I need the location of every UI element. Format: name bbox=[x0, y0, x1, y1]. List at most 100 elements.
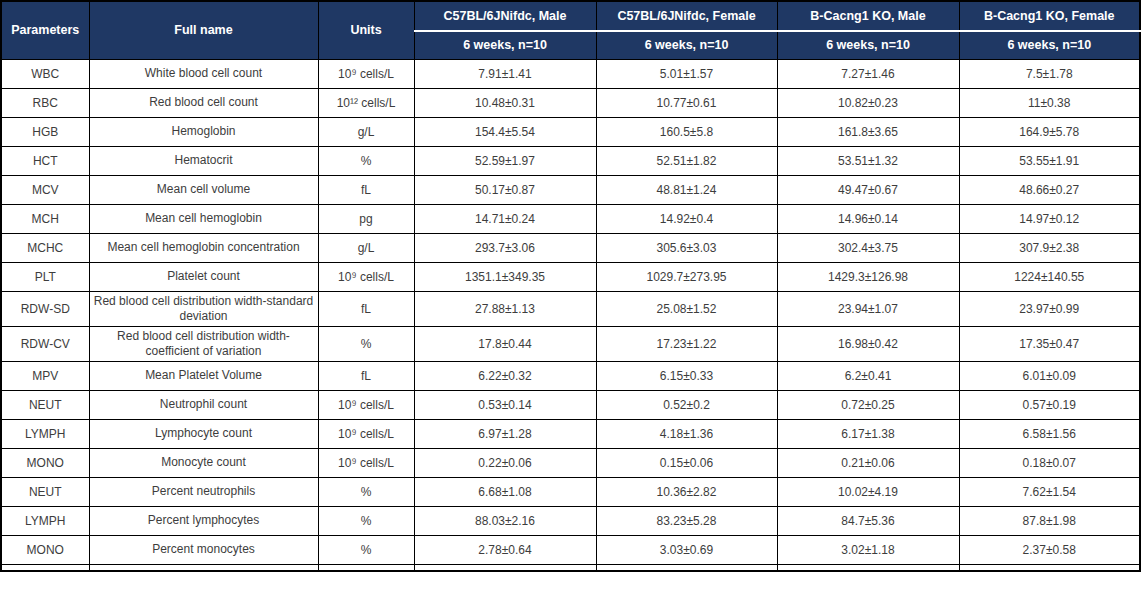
units-cell: g/L bbox=[318, 117, 414, 146]
full-name-cell: Hemoglobin bbox=[89, 117, 318, 146]
col-group-cacng1-male-title: B-Cacng1 KO, Male bbox=[777, 1, 959, 31]
value-cell: 17.23±1.22 bbox=[596, 326, 777, 361]
col-group-cacng1-male-subtitle: 6 weeks, n=10 bbox=[777, 31, 959, 59]
value-cell: 27.88±1.13 bbox=[414, 291, 596, 326]
full-name-cell: Percent monocytes bbox=[89, 535, 318, 564]
value-cell: 293.7±3.06 bbox=[414, 233, 596, 262]
units-cell: 10⁹ cells/L bbox=[318, 448, 414, 477]
units-cell: 10⁹ cells/L bbox=[318, 59, 414, 88]
value-cell: 6.22±0.32 bbox=[414, 361, 596, 390]
col-header-full-name: Full name bbox=[89, 1, 318, 59]
full-name-cell: Mean Platelet Volume bbox=[89, 361, 318, 390]
param-cell: MCHC bbox=[1, 233, 89, 262]
value-cell: 23.97±0.99 bbox=[959, 291, 1140, 326]
param-cell: RBC bbox=[1, 88, 89, 117]
value-cell: 0.53±0.14 bbox=[414, 390, 596, 419]
table-row: NEUTPercent neutrophils%6.68±1.0810.36±2… bbox=[1, 477, 1140, 506]
value-cell: 50.17±0.87 bbox=[414, 175, 596, 204]
units-cell: % bbox=[318, 477, 414, 506]
value-cell: 5.01±1.57 bbox=[596, 59, 777, 88]
value-cell: 83.23±5.28 bbox=[596, 506, 777, 535]
spacer-cell bbox=[596, 564, 777, 571]
value-cell: 10.02±4.19 bbox=[777, 477, 959, 506]
value-cell: 49.47±0.67 bbox=[777, 175, 959, 204]
value-cell: 53.55±1.91 bbox=[959, 146, 1140, 175]
value-cell: 52.59±1.97 bbox=[414, 146, 596, 175]
full-name-cell: Red blood cell distribution width-coeffi… bbox=[89, 326, 318, 361]
value-cell: 6.97±1.28 bbox=[414, 419, 596, 448]
spacer-cell bbox=[959, 564, 1140, 571]
value-cell: 14.92±0.4 bbox=[596, 204, 777, 233]
value-cell: 6.17±1.38 bbox=[777, 419, 959, 448]
value-cell: 6.15±0.33 bbox=[596, 361, 777, 390]
value-cell: 10.48±0.31 bbox=[414, 88, 596, 117]
header-row-groups: Parameters Full name Units C57BL/6JNifdc… bbox=[1, 1, 1140, 31]
value-cell: 84.7±5.36 bbox=[777, 506, 959, 535]
value-cell: 11±0.38 bbox=[959, 88, 1140, 117]
param-cell: RDW-SD bbox=[1, 291, 89, 326]
units-cell: fL bbox=[318, 361, 414, 390]
value-cell: 0.72±0.25 bbox=[777, 390, 959, 419]
table-row: PLTPlatelet count10⁹ cells/L1351.1±349.3… bbox=[1, 262, 1140, 291]
value-cell: 53.51±1.32 bbox=[777, 146, 959, 175]
value-cell: 0.21±0.06 bbox=[777, 448, 959, 477]
value-cell: 7.27±1.46 bbox=[777, 59, 959, 88]
table-row: MONOMonocyte count10⁹ cells/L0.22±0.060.… bbox=[1, 448, 1140, 477]
table-body: WBCWhite blood cell count10⁹ cells/L7.91… bbox=[1, 59, 1140, 571]
full-name-cell: Red blood cell distribution width-standa… bbox=[89, 291, 318, 326]
value-cell: 10.82±0.23 bbox=[777, 88, 959, 117]
param-cell: MONO bbox=[1, 535, 89, 564]
value-cell: 14.96±0.14 bbox=[777, 204, 959, 233]
value-cell: 160.5±5.8 bbox=[596, 117, 777, 146]
param-cell: MPV bbox=[1, 361, 89, 390]
hematology-data-page: Parameters Full name Units C57BL/6JNifdc… bbox=[0, 0, 1141, 604]
full-name-cell: Neutrophil count bbox=[89, 390, 318, 419]
param-cell: RDW-CV bbox=[1, 326, 89, 361]
table-row: LYMPHPercent lymphocytes%88.03±2.1683.23… bbox=[1, 506, 1140, 535]
value-cell: 302.4±3.75 bbox=[777, 233, 959, 262]
value-cell: 23.94±1.07 bbox=[777, 291, 959, 326]
col-header-parameters: Parameters bbox=[1, 1, 89, 59]
table-row: HGBHemoglobing/L154.4±5.54160.5±5.8161.8… bbox=[1, 117, 1140, 146]
col-header-units: Units bbox=[318, 1, 414, 59]
value-cell: 305.6±3.03 bbox=[596, 233, 777, 262]
value-cell: 164.9±5.78 bbox=[959, 117, 1140, 146]
units-cell: 10⁹ cells/L bbox=[318, 390, 414, 419]
value-cell: 48.66±0.27 bbox=[959, 175, 1140, 204]
value-cell: 7.91±1.41 bbox=[414, 59, 596, 88]
value-cell: 6.58±1.56 bbox=[959, 419, 1140, 448]
col-group-c57bl-male-subtitle: 6 weeks, n=10 bbox=[414, 31, 596, 59]
value-cell: 52.51±1.82 bbox=[596, 146, 777, 175]
spacer-cell bbox=[414, 564, 596, 571]
value-cell: 7.62±1.54 bbox=[959, 477, 1140, 506]
param-cell: LYMPH bbox=[1, 419, 89, 448]
param-cell: MCH bbox=[1, 204, 89, 233]
value-cell: 0.15±0.06 bbox=[596, 448, 777, 477]
param-cell: WBC bbox=[1, 59, 89, 88]
full-name-cell: Mean cell volume bbox=[89, 175, 318, 204]
table-row: RBCRed blood cell count10¹² cells/L10.48… bbox=[1, 88, 1140, 117]
full-name-cell: Red blood cell count bbox=[89, 88, 318, 117]
value-cell: 307.9±2.38 bbox=[959, 233, 1140, 262]
table-header: Parameters Full name Units C57BL/6JNifdc… bbox=[1, 1, 1140, 59]
units-cell: % bbox=[318, 326, 414, 361]
value-cell: 14.71±0.24 bbox=[414, 204, 596, 233]
table-row: MPVMean Platelet VolumefL6.22±0.326.15±0… bbox=[1, 361, 1140, 390]
col-group-cacng1-female-subtitle: 6 weeks, n=10 bbox=[959, 31, 1140, 59]
value-cell: 3.03±0.69 bbox=[596, 535, 777, 564]
value-cell: 10.77±0.61 bbox=[596, 88, 777, 117]
table-row: MCHMean cell hemoglobinpg14.71±0.2414.92… bbox=[1, 204, 1140, 233]
units-cell: fL bbox=[318, 175, 414, 204]
param-cell: HCT bbox=[1, 146, 89, 175]
value-cell: 10.36±2.82 bbox=[596, 477, 777, 506]
full-name-cell: Percent lymphocytes bbox=[89, 506, 318, 535]
table-row: MCHCMean cell hemoglobin concentrationg/… bbox=[1, 233, 1140, 262]
value-cell: 161.8±3.65 bbox=[777, 117, 959, 146]
param-cell: HGB bbox=[1, 117, 89, 146]
value-cell: 25.08±1.52 bbox=[596, 291, 777, 326]
value-cell: 7.5±1.78 bbox=[959, 59, 1140, 88]
value-cell: 87.8±1.98 bbox=[959, 506, 1140, 535]
table-row: LYMPHLymphocyte count10⁹ cells/L6.97±1.2… bbox=[1, 419, 1140, 448]
full-name-cell: Mean cell hemoglobin concentration bbox=[89, 233, 318, 262]
full-name-cell: White blood cell count bbox=[89, 59, 318, 88]
